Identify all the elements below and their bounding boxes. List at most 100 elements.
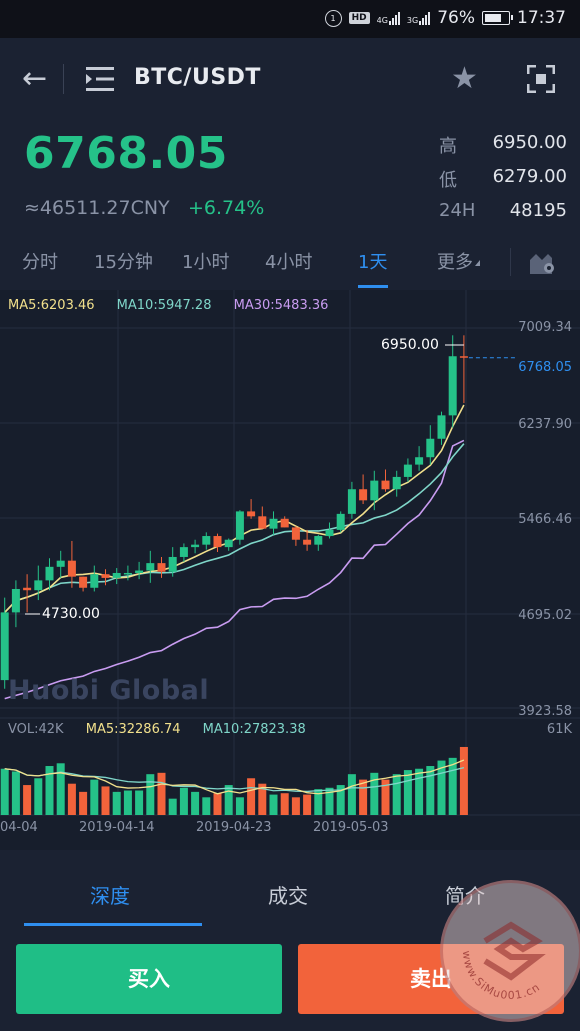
stat-24h: 24H 48195 (439, 200, 567, 234)
volume-bar (224, 785, 233, 815)
volume-bar (235, 797, 244, 815)
tab-trades[interactable]: 成交 (268, 884, 308, 908)
chart-canvas (0, 290, 580, 816)
volume-bar (67, 783, 76, 815)
favorite-star-icon[interactable]: ★ (451, 61, 478, 96)
tab-more[interactable]: 更多 (437, 248, 480, 274)
volume-bar (213, 793, 222, 815)
candle-body (247, 511, 256, 517)
stat-24h-value: 48195 (509, 200, 567, 221)
volume-bar (459, 746, 468, 815)
candle-body (336, 513, 345, 530)
vol-ma10-line (4, 767, 465, 793)
vol-ma10-label: MA10:27823.38 (202, 722, 306, 737)
tab-depth[interactable]: 深度 (90, 884, 130, 908)
tab-15min[interactable]: 15分钟 (94, 252, 153, 273)
network-4g-label: 4G (376, 15, 388, 25)
volume-bar (157, 772, 166, 815)
volume-bar (179, 787, 188, 815)
low-marker-label: 4730.00 (42, 606, 100, 622)
volume-bar (135, 790, 144, 815)
caret-icon (475, 260, 480, 266)
signal-3g-icon: 3G (406, 11, 431, 25)
stat-high-value: 6950.00 (492, 132, 567, 153)
candle-body (123, 572, 132, 575)
candle-body (67, 560, 76, 577)
active-tab-underline (358, 285, 388, 288)
candle-body (314, 536, 323, 545)
volume-bar (146, 774, 155, 815)
volume-bar (426, 766, 435, 815)
candle-body (79, 576, 88, 588)
pair-list-menu-icon[interactable] (86, 66, 116, 92)
ma5-line (4, 404, 465, 613)
volume-bar (90, 779, 99, 815)
candle-body (191, 544, 200, 548)
volume-bar (280, 793, 289, 815)
volume-bar (11, 771, 20, 815)
volume-bar (448, 757, 457, 815)
candle-body (45, 566, 54, 581)
kline-chart[interactable]: MA5:6203.46 MA10:5947.28 MA30:5483.36 VO… (0, 290, 580, 850)
volume-bar (314, 789, 323, 815)
stat-high-label: 高 (439, 136, 457, 157)
ma30-label: MA30:5483.36 (233, 298, 329, 313)
watermark-stamp: www.SiMu001.cn (440, 880, 580, 1022)
last-price: 6768.05 (24, 128, 228, 179)
ma-legend: MA5:6203.46 MA10:5947.28 MA30:5483.36 (8, 298, 346, 313)
y-label-0: 7009.34 (518, 320, 572, 335)
watermark: Huobi Global (8, 675, 210, 706)
stat-low: 低 6279.00 (439, 166, 567, 200)
stat-24h-label: 24H (439, 200, 476, 221)
x-label-1: 2019-04-14 (79, 820, 155, 835)
volume-bar (303, 794, 312, 815)
volume-bar (79, 791, 88, 815)
candle-body (0, 612, 9, 681)
tab-timeline[interactable]: 分时 (22, 252, 58, 273)
status-bar: 1 HD 4G 3G 76% 17:37 (0, 0, 580, 38)
buy-button[interactable]: 买入 (16, 944, 282, 1014)
candle-body (392, 476, 401, 490)
candle-body (34, 580, 43, 591)
high-marker-label: 6950.00 (381, 337, 439, 353)
back-arrow-icon[interactable]: ← (22, 61, 48, 96)
volume-bar (56, 763, 65, 815)
stat-low-value: 6279.00 (492, 166, 567, 187)
y-label-2: 5466.46 (518, 512, 572, 527)
network-3g-label: 3G (406, 15, 419, 25)
fullscreen-icon[interactable] (527, 65, 555, 93)
volume-bar (101, 786, 110, 815)
candle-body (213, 536, 222, 548)
candle-body (11, 588, 20, 613)
tab-1day[interactable]: 1天 (358, 252, 388, 273)
ma5-label: MA5:6203.46 (8, 298, 95, 313)
candle-body (370, 480, 379, 501)
tab-1hour[interactable]: 1小时 (182, 252, 230, 273)
y-label-1: 6237.90 (518, 417, 572, 432)
period-tabs: 分时 15分钟 1小时 4小时 1天 更多 (0, 238, 580, 291)
volume-bar (247, 778, 256, 815)
clock: 17:37 (517, 8, 566, 28)
volume-bar (291, 797, 300, 815)
ma10-label: MA10:5947.28 (116, 298, 212, 313)
ma30-line (4, 439, 465, 700)
header-divider (63, 64, 64, 94)
volume-bar (112, 791, 121, 815)
cny-price: ≈46511.27CNY (24, 197, 170, 219)
candle-body (403, 464, 412, 477)
sim-icon: 1 (324, 9, 342, 27)
x-label-2: 2019-04-23 (196, 820, 272, 835)
pair-title[interactable]: BTC/USDT (134, 65, 261, 90)
stat-low-label: 低 (439, 170, 457, 191)
chart-settings-icon[interactable] (528, 248, 556, 276)
candle-body (157, 563, 166, 572)
tab-4hour[interactable]: 4小时 (265, 252, 313, 273)
volume-bar (168, 798, 177, 815)
x-label-3: 2019-05-03 (313, 820, 389, 835)
battery-percent: 76% (437, 8, 475, 28)
current-price-label: 6768.05 (518, 360, 572, 375)
change-percent: +6.74% (188, 197, 265, 219)
vol-max-label: 61K (546, 722, 572, 737)
volume-bar (258, 783, 267, 815)
vol-ma5-label: MA5:32286.74 (85, 722, 181, 737)
